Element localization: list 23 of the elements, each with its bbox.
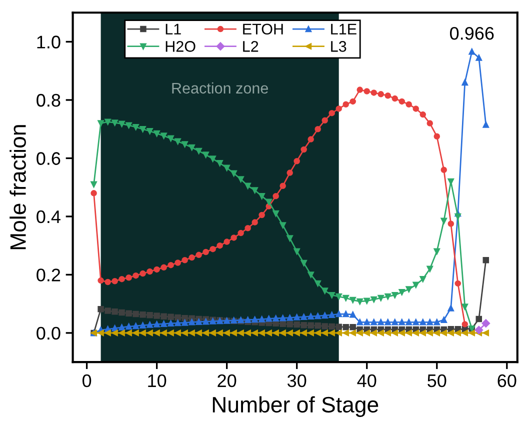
y-tick-label: 0.6: [36, 152, 60, 165]
y-tick-label: 0.8: [36, 94, 60, 107]
band-label: Reaction zone: [172, 82, 268, 94]
x-tick-label: 40: [357, 374, 376, 388]
annotation: 0.966: [450, 26, 494, 40]
x-tick-label: 50: [428, 374, 446, 388]
x-tick-label: 0: [82, 374, 92, 388]
y-axis-title: Mole fraction: [10, 125, 26, 250]
legend-label: L1E: [331, 24, 356, 34]
legend-label: L3: [331, 41, 346, 52]
x-tick-label: 10: [148, 374, 166, 388]
x-tick-label: 30: [288, 374, 306, 388]
x-tick-label: 60: [498, 374, 516, 388]
legend-label: L2: [243, 41, 258, 52]
legend-label: L1: [166, 24, 181, 34]
x-axis-title: Number of Stage: [212, 396, 378, 417]
legend-label: H2O: [166, 41, 196, 52]
y-tick-label: 1.0: [37, 36, 60, 48]
legend-label: ETOH: [243, 24, 283, 35]
x-tick-label: 20: [218, 374, 236, 388]
y-tick-label: 0.0: [36, 326, 60, 340]
y-tick-label: 0.4: [36, 210, 60, 224]
y-tick-label: 0.2: [36, 268, 60, 282]
